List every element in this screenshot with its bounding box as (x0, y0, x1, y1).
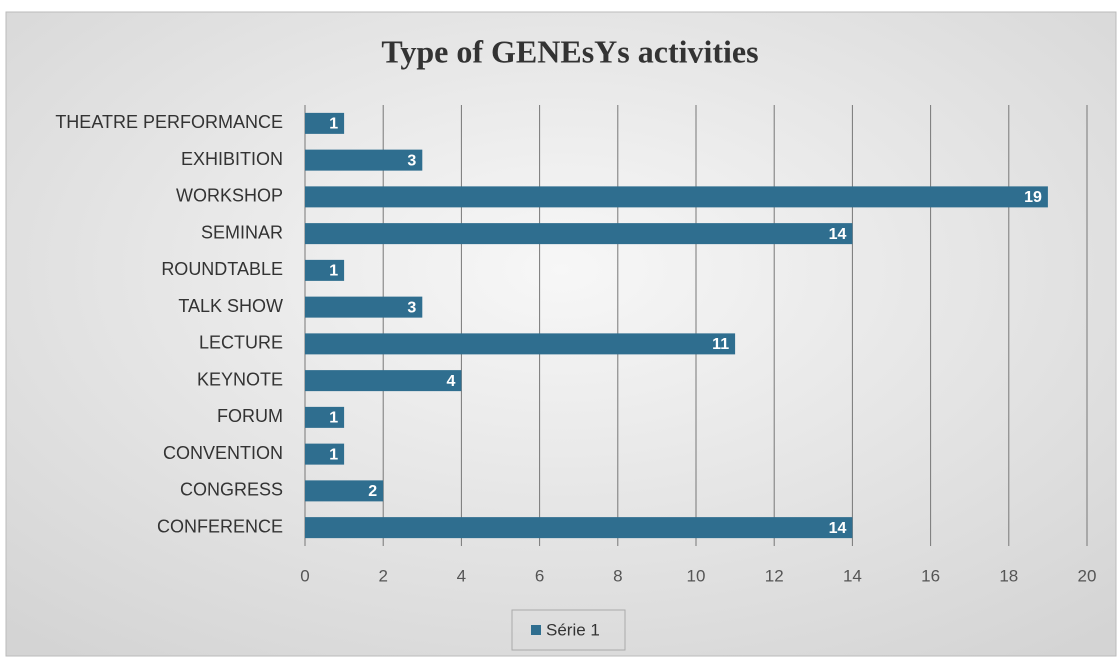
y-tick-label: FORUM (217, 406, 283, 426)
y-tick-label: LECTURE (199, 333, 283, 353)
x-tick-label: 18 (999, 566, 1018, 585)
data-label: 4 (446, 373, 455, 390)
y-tick-label: THEATRE PERFORMANCE (55, 112, 283, 132)
bar (305, 223, 853, 245)
y-tick-label: CONGRESS (180, 480, 283, 500)
legend-label: Série 1 (546, 620, 600, 639)
x-tick-label: 4 (457, 566, 466, 585)
x-tick-label: 12 (765, 566, 784, 585)
data-label: 11 (712, 336, 729, 353)
y-tick-label: TALK SHOW (178, 296, 283, 316)
bar (305, 480, 384, 502)
y-tick-label: CONFERENCE (157, 516, 283, 536)
bar (305, 296, 423, 318)
data-label: 1 (329, 263, 338, 280)
bar (305, 370, 462, 392)
data-label: 2 (368, 483, 377, 500)
bar (305, 259, 345, 281)
bar (305, 112, 345, 134)
x-tick-label: 14 (843, 566, 862, 585)
y-tick-label: KEYNOTE (197, 369, 283, 389)
x-tick-label: 6 (535, 566, 544, 585)
bar (305, 443, 345, 465)
data-label: 1 (329, 410, 338, 427)
y-tick-label: EXHIBITION (181, 149, 283, 169)
y-tick-label: ROUNDTABLE (161, 259, 283, 279)
data-label: 19 (1024, 189, 1042, 206)
chart-title: Type of GENEsYs activities (381, 33, 758, 69)
y-tick-label: CONVENTION (163, 443, 283, 463)
x-tick-label: 10 (687, 566, 706, 585)
data-label: 14 (829, 520, 847, 537)
data-label: 1 (329, 446, 338, 463)
data-label: 14 (829, 226, 847, 243)
legend-swatch (531, 625, 541, 635)
x-tick-label: 2 (378, 566, 387, 585)
bar (305, 186, 1048, 208)
legend-box (511, 609, 626, 651)
data-label: 3 (407, 152, 416, 169)
y-tick-label: SEMINAR (201, 222, 283, 242)
bar (305, 149, 423, 171)
x-tick-label: 20 (1078, 566, 1097, 585)
data-label: 3 (407, 299, 416, 316)
bar (305, 517, 853, 539)
x-tick-label: 16 (921, 566, 940, 585)
data-label: 1 (329, 116, 338, 133)
x-tick-label: 8 (613, 566, 622, 585)
bar (305, 406, 345, 428)
bar (305, 333, 736, 355)
y-tick-label: WORKSHOP (176, 186, 283, 206)
x-tick-label: 0 (300, 566, 309, 585)
